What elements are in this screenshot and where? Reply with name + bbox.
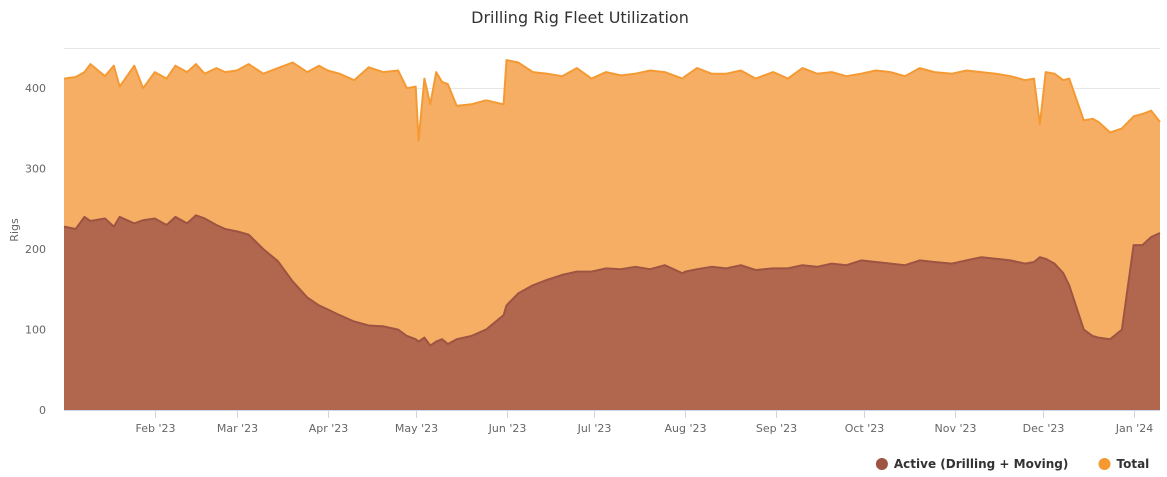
series-line-active-drilling-moving bbox=[63, 214, 1161, 347]
x-tick-label: Nov '23 bbox=[935, 422, 977, 435]
legend-label: Active (Drilling + Moving) bbox=[894, 457, 1069, 471]
x-tick-label: Sep '23 bbox=[756, 422, 797, 435]
x-tick-label: Jul '23 bbox=[577, 422, 612, 435]
y-tick-label: 0 bbox=[39, 404, 46, 417]
y-axis-label: Rigs bbox=[8, 218, 21, 242]
chart-title: Drilling Rig Fleet Utilization bbox=[471, 8, 689, 27]
series-areas bbox=[63, 59, 1161, 410]
legend-item-active-drilling-moving[interactable]: Active (Drilling + Moving) bbox=[875, 457, 1069, 471]
y-tick-label: 300 bbox=[25, 163, 46, 176]
y-tick-label: 200 bbox=[25, 243, 46, 256]
x-tick-label: Aug '23 bbox=[665, 422, 707, 435]
x-tick-label: Jun '23 bbox=[488, 422, 527, 435]
x-tick-label: Jan '24 bbox=[1115, 422, 1153, 435]
x-tick-label: Dec '23 bbox=[1023, 422, 1065, 435]
y-tick-label: 100 bbox=[25, 324, 46, 337]
legend-marker bbox=[1098, 458, 1111, 470]
y-axis-ticks: 0 100 200 300 400 bbox=[25, 82, 46, 417]
y-tick-label: 400 bbox=[25, 82, 46, 95]
legend: Active (Drilling + Moving) Total bbox=[875, 457, 1150, 471]
x-tick-label: Oct '23 bbox=[845, 422, 885, 435]
series-line-total bbox=[63, 59, 1161, 142]
legend-label: Total bbox=[1117, 457, 1150, 471]
legend-marker bbox=[875, 458, 888, 470]
x-axis-ticks: Feb '23 Mar '23 Apr '23 May '23 Jun '23 Jul '… bbox=[136, 410, 1153, 435]
x-tick-label: May '23 bbox=[395, 422, 438, 435]
x-tick-label: Apr '23 bbox=[309, 422, 349, 435]
legend-item-total[interactable]: Total bbox=[1098, 457, 1150, 471]
x-tick-label: Feb '23 bbox=[136, 422, 176, 435]
x-tick-label: Mar '23 bbox=[217, 422, 258, 435]
